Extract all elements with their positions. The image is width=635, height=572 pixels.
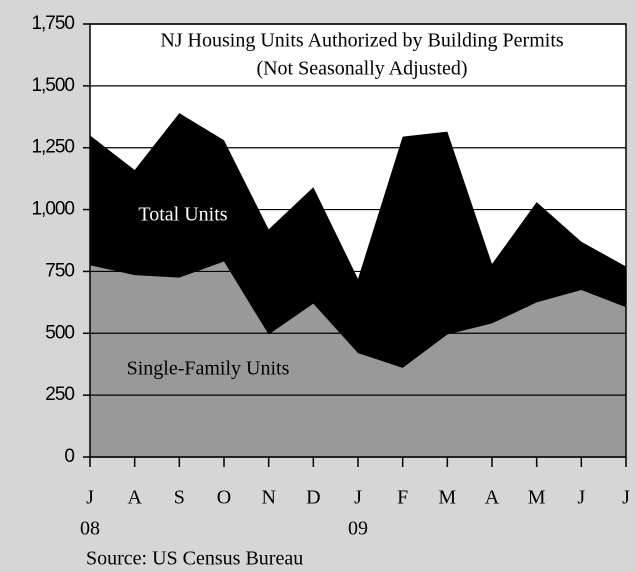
x-tick-label: J [354, 487, 362, 509]
chart-title: NJ Housing Units Authorized by Building … [160, 30, 564, 52]
x-tick-label: D [306, 487, 320, 509]
x-tick-label: J [577, 487, 585, 509]
x-tick-label: A [127, 487, 142, 509]
area [90, 261, 626, 457]
y-tick-label: 1,250 [31, 137, 74, 158]
x-tick-label: N [261, 487, 275, 509]
y-tick-label: 1,000 [31, 199, 74, 220]
x-tick-label: J [622, 487, 630, 509]
y-tick-label: 250 [45, 384, 74, 405]
y-tick-label: 1,750 [31, 13, 74, 34]
x-tick-label: M [528, 487, 546, 509]
x-tick-label: O [217, 487, 231, 509]
x-tick-label: J [86, 487, 94, 509]
y-tick-label: 1,500 [31, 75, 74, 96]
series-label: Total Units [138, 204, 227, 226]
y-tick-label: 750 [45, 260, 74, 281]
y-tick-label: 500 [45, 322, 74, 343]
x-tick-label: F [397, 487, 408, 509]
x-tick-label: M [438, 487, 456, 509]
chart-subtitle: (Not Seasonally Adjusted) [256, 58, 467, 80]
x-group-label: 08 [80, 518, 100, 540]
x-tick-label: A [485, 487, 500, 509]
source: Source: US Census Bureau [86, 548, 303, 570]
x-tick-label: S [174, 487, 185, 509]
series-label: Single-Family Units [127, 358, 290, 380]
y-tick-label: 0 [64, 446, 74, 467]
x-group-label: 09 [348, 518, 368, 540]
